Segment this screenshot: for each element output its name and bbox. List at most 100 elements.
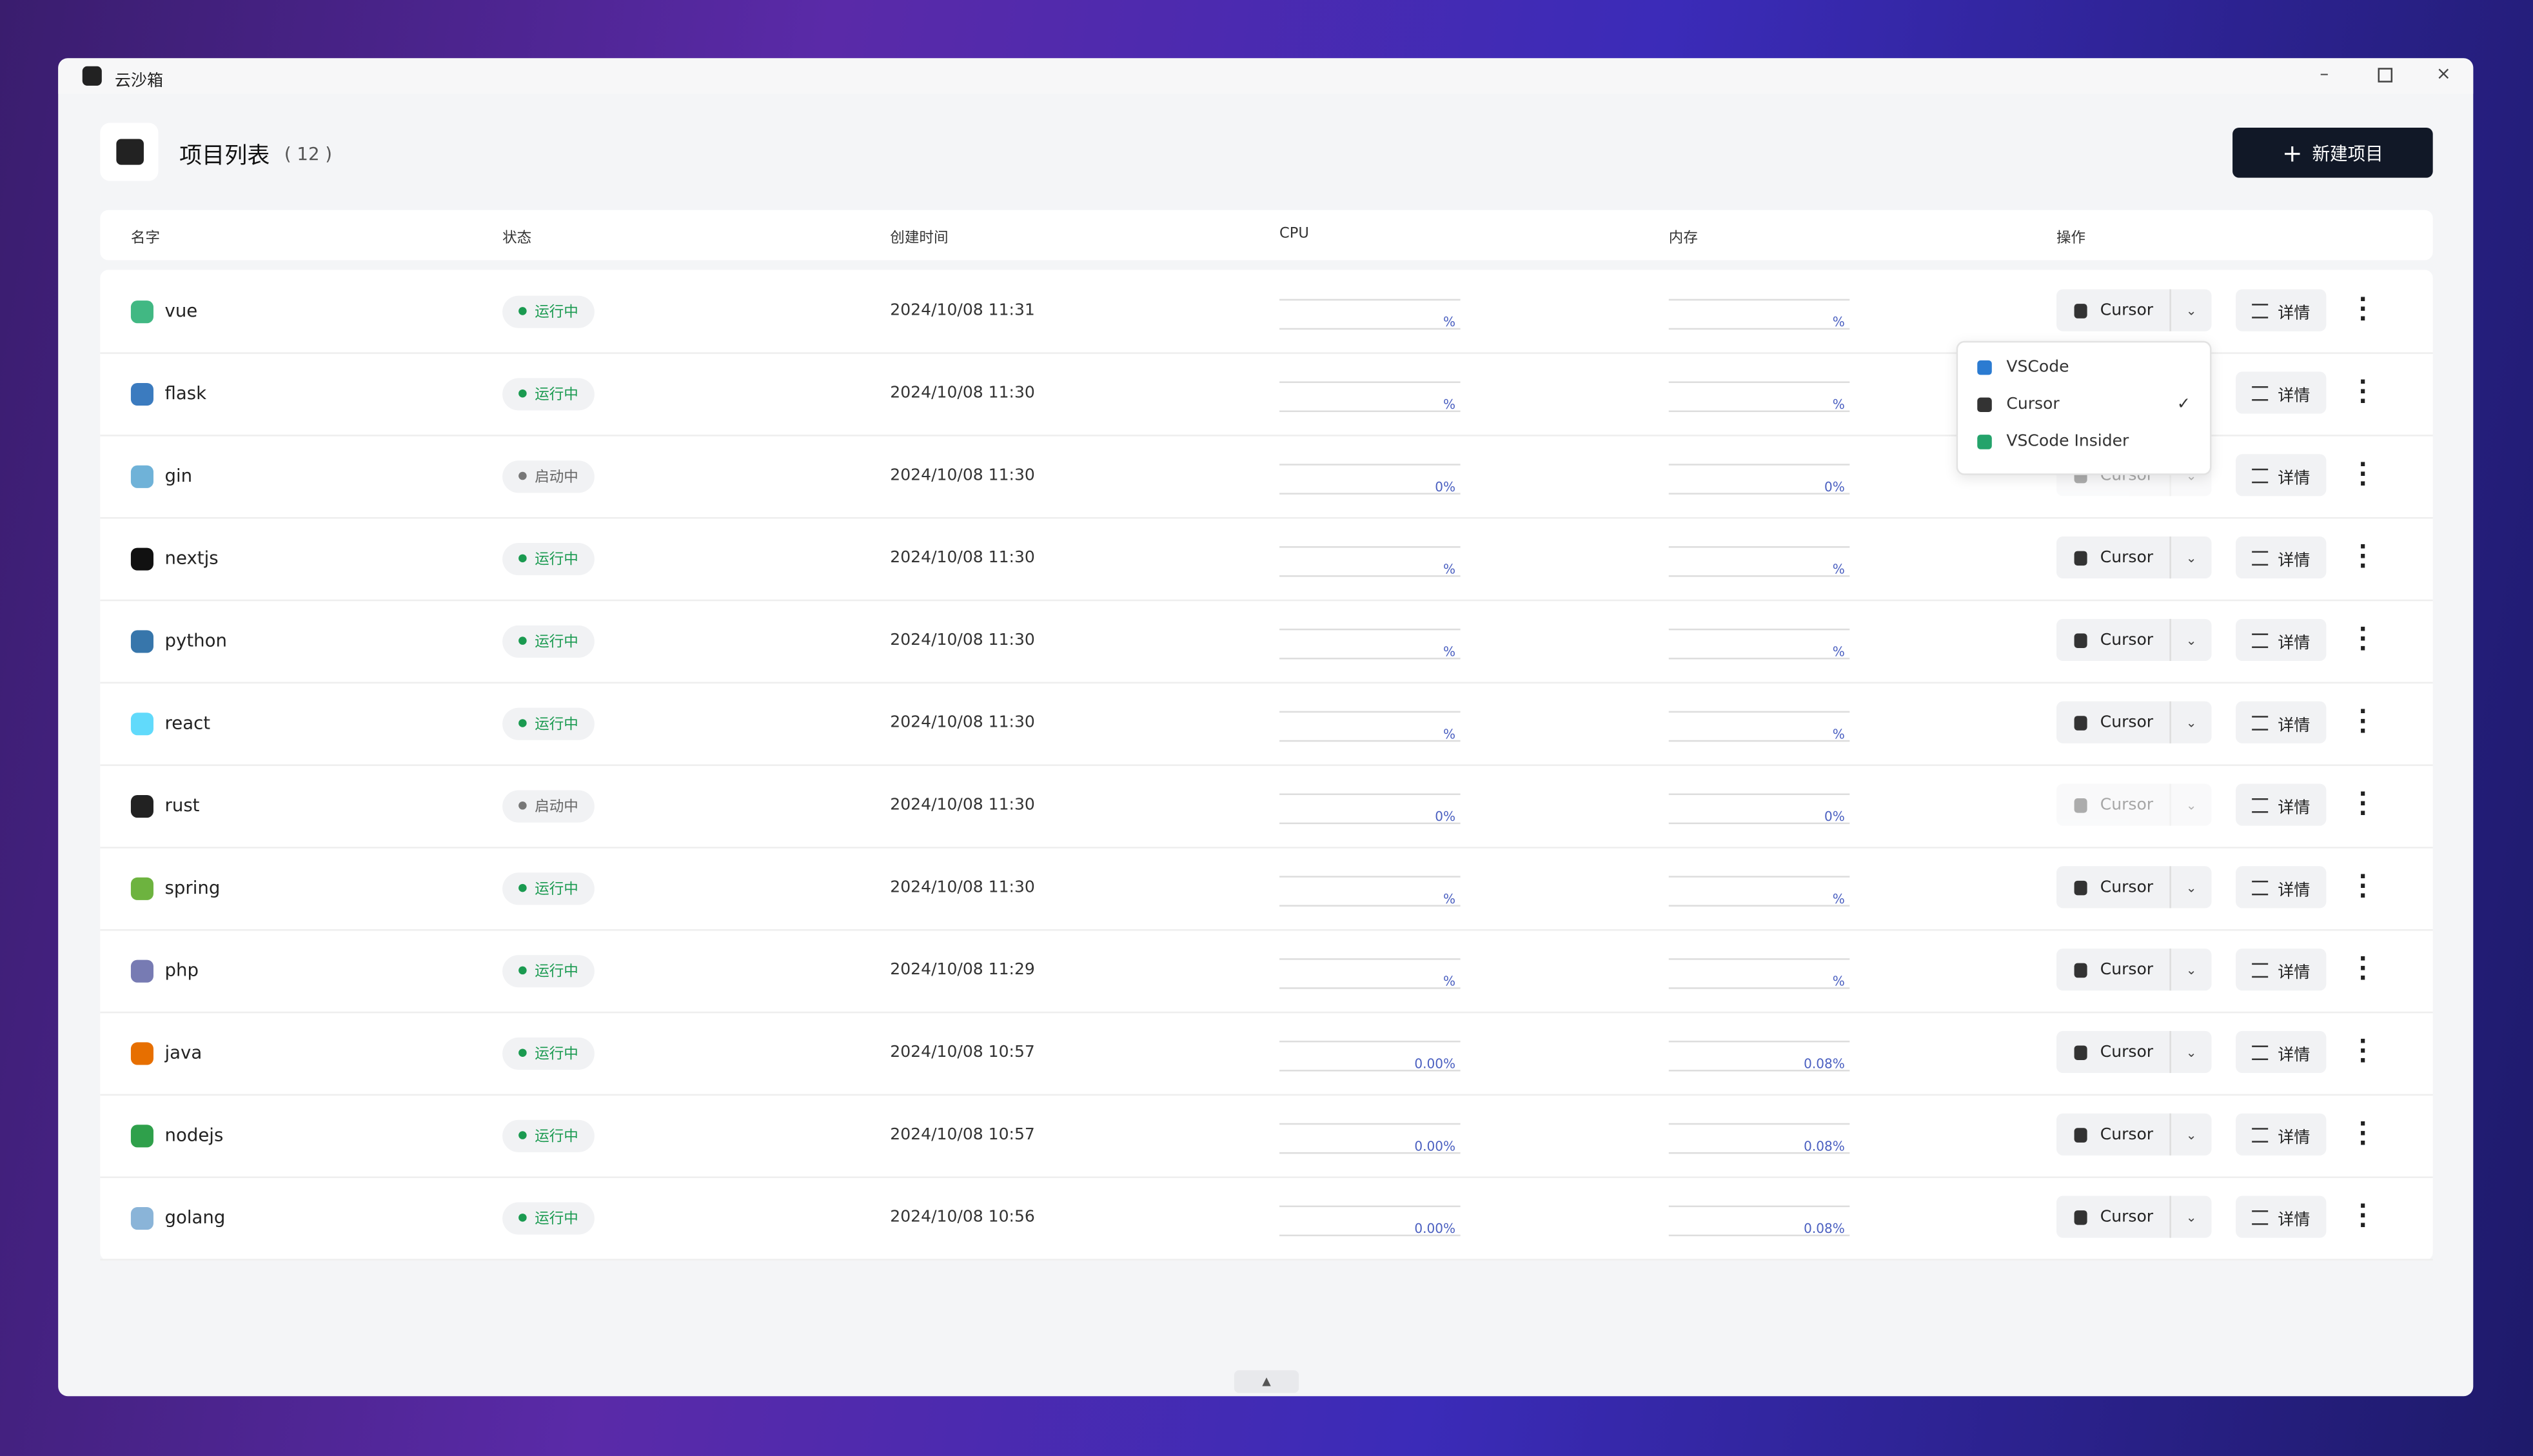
detail-button[interactable]: 详情: [2236, 1030, 2327, 1074]
more-button[interactable]: · · ·: [2358, 700, 2367, 745]
status-label: 运行中: [535, 635, 578, 651]
column-header: 状态: [502, 231, 532, 248]
cpu-usage: %: [1279, 876, 1461, 908]
cpu-usage: 0.00%: [1279, 1040, 1461, 1073]
detail-button[interactable]: 详情: [2236, 371, 2327, 414]
name-cell: java: [130, 1012, 202, 1094]
more-button[interactable]: · · ·: [2358, 1112, 2367, 1157]
editor-button[interactable]: Cursor ⌄: [2056, 783, 2212, 826]
detail-button[interactable]: 详情: [2236, 536, 2327, 579]
more-button[interactable]: · · ·: [2358, 782, 2367, 828]
editor-button[interactable]: Cursor ⌄: [2056, 866, 2212, 909]
editor-label: Cursor: [2100, 960, 2154, 979]
created-time: 2024/10/08 11:30: [890, 384, 1035, 403]
minimize[interactable]: –: [2320, 63, 2329, 84]
project-name: flask: [164, 382, 207, 404]
editor-label: Cursor: [2100, 301, 2154, 319]
editor-icon: [2074, 962, 2087, 977]
usage-line: [1279, 1070, 1461, 1072]
memory-label: 0.08%: [1804, 1139, 1845, 1154]
editor-button[interactable]: Cursor ⌄: [2056, 536, 2212, 579]
more-button[interactable]: · · ·: [2358, 288, 2367, 333]
more-button[interactable]: · · ·: [2358, 452, 2367, 498]
cpu-label: 0%: [1435, 480, 1456, 495]
project-row: python 运行中 2024/10/08 11:30%% Cursor ⌄ 详情 · · ·: [100, 600, 2433, 684]
project-count: ( 12 ): [284, 144, 332, 165]
maximize[interactable]: [2378, 68, 2393, 83]
dropdown-item[interactable]: Cursor ✓: [1977, 396, 2191, 414]
dropdown-item[interactable]: VSCode Insider: [1977, 433, 2191, 451]
editor-button[interactable]: Cursor ⌄: [2056, 949, 2212, 991]
usage-line: [1668, 464, 1850, 466]
cpu-label: 0.00%: [1414, 1221, 1456, 1237]
project-name: gin: [164, 465, 193, 487]
status-label: 运行中: [535, 1047, 578, 1064]
dropdown-arrow: ⌄: [2169, 1195, 2211, 1238]
status-dot: [518, 1131, 527, 1139]
editor-button[interactable]: Cursor ⌄: [2056, 618, 2212, 661]
item-icon: [1977, 360, 1992, 375]
status-label: 运行中: [535, 553, 578, 569]
detail-button[interactable]: 详情: [2236, 289, 2327, 331]
usage-line: [1668, 628, 1850, 631]
project-name: react: [164, 713, 211, 734]
usage-line: [1668, 493, 1850, 495]
editor-icon: [2074, 714, 2087, 730]
usage-line: [1668, 958, 1850, 960]
dropdown-item[interactable]: VSCode: [1977, 359, 2191, 377]
editor-icon: [2074, 633, 2087, 647]
cpu-usage: 0.00%: [1279, 1123, 1461, 1156]
name-cell: golang: [130, 1176, 226, 1259]
more-button[interactable]: · · ·: [2358, 1194, 2367, 1240]
usage-line: [1668, 1123, 1850, 1125]
title-bar: 云沙箱 – ×: [58, 58, 2474, 94]
project-icon: [130, 382, 153, 405]
detail-button[interactable]: 详情: [2236, 949, 2327, 991]
more-button[interactable]: · · ·: [2358, 535, 2367, 580]
window-title: 云沙箱: [114, 72, 164, 91]
editor-button[interactable]: Cursor ⌄: [2056, 1113, 2212, 1156]
detail-label: 详情: [2278, 1046, 2311, 1065]
list-icon: [2252, 633, 2269, 647]
detail-button[interactable]: 详情: [2236, 618, 2327, 661]
more-button[interactable]: · · ·: [2358, 369, 2367, 416]
detail-button[interactable]: 详情: [2236, 783, 2327, 826]
status-badge: 启动中: [502, 789, 595, 822]
usage-line: [1668, 299, 1850, 301]
project-name: golang: [164, 1207, 226, 1228]
list-icon: [2252, 1209, 2269, 1225]
more-button[interactable]: · · ·: [2358, 947, 2367, 992]
new-project-button[interactable]: + 新建项目: [2232, 127, 2433, 178]
detail-button[interactable]: 详情: [2236, 454, 2327, 497]
project-row: nextjs 运行中 2024/10/08 11:30%% Cursor ⌄ 详情 · · ·: [100, 517, 2433, 602]
usage-line: [1279, 1205, 1461, 1208]
usage-line: [1668, 711, 1850, 713]
project-name: python: [164, 630, 227, 651]
list-icon: [2252, 962, 2269, 977]
editor-button[interactable]: Cursor ⌄: [2056, 701, 2212, 743]
editor-button[interactable]: Cursor ⌄: [2056, 1030, 2212, 1074]
detail-button[interactable]: 详情: [2236, 701, 2327, 743]
dropdown-arrow: ⌄: [2169, 949, 2211, 991]
status-dot: [518, 389, 527, 398]
detail-label: 详情: [2278, 551, 2311, 570]
more-button[interactable]: · · ·: [2358, 617, 2367, 663]
created-time: 2024/10/08 10:57: [890, 1126, 1035, 1145]
more-button[interactable]: · · ·: [2358, 1029, 2367, 1075]
created-time: 2024/10/08 10:57: [890, 1043, 1035, 1062]
detail-button[interactable]: 详情: [2236, 1195, 2327, 1238]
status-dot: [518, 471, 527, 480]
status-badge: 运行中: [502, 707, 595, 740]
editor-button[interactable]: Cursor ⌄: [2056, 1195, 2212, 1238]
status-badge: 运行中: [502, 377, 595, 410]
more-button[interactable]: · · ·: [2358, 864, 2367, 910]
editor-button[interactable]: Cursor ⌄: [2056, 289, 2212, 331]
usage-line: [1668, 1205, 1850, 1208]
detail-button[interactable]: 详情: [2236, 1113, 2327, 1156]
created-time: 2024/10/08 11:30: [890, 467, 1035, 485]
memory-usage: %: [1668, 299, 1850, 331]
close[interactable]: ×: [2436, 63, 2451, 84]
name-cell: rust: [130, 764, 199, 847]
detail-button[interactable]: 详情: [2236, 866, 2327, 909]
collapse-handle[interactable]: ▲: [1234, 1370, 1299, 1393]
